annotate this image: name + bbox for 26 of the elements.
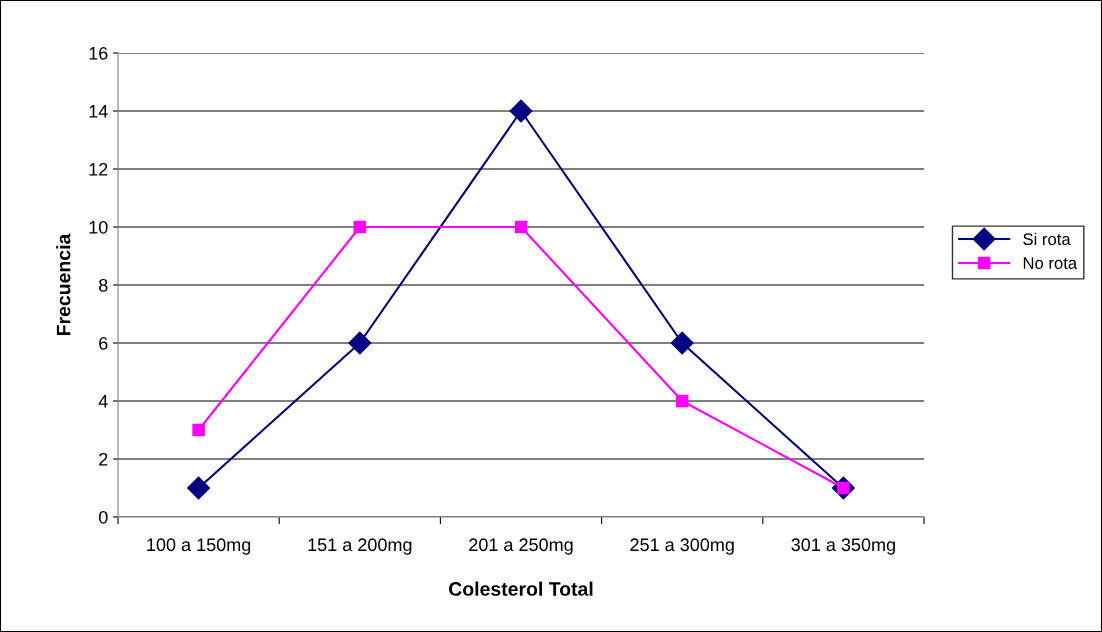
- x-tick-label: 251 a 300mg: [630, 538, 734, 555]
- y-tick-label: 8: [99, 278, 108, 292]
- x-tick-label: 301 a 350mg: [791, 538, 895, 555]
- y-tick-label: 2: [99, 452, 108, 466]
- x-tick-label: 151 a 200mg: [308, 538, 412, 555]
- x-tick-label: 201 a 250mg: [469, 538, 573, 555]
- point: [509, 99, 533, 123]
- point: [675, 394, 689, 408]
- point: [192, 423, 205, 437]
- y-tick-label: 12: [89, 162, 108, 176]
- legend-label: No rota: [1023, 257, 1078, 269]
- point: [348, 331, 372, 355]
- y-tick-label: 10: [89, 220, 108, 234]
- y-axis-title: Frecuencia: [56, 233, 71, 336]
- y-tick-label: 0: [98, 510, 108, 524]
- y-tick-label: 16: [89, 46, 108, 60]
- point: [514, 220, 528, 234]
- x-axis-title: Colesterol Total: [449, 581, 593, 596]
- point: [670, 331, 694, 355]
- point: [187, 476, 211, 500]
- y-tick-label: 6: [99, 336, 108, 350]
- y-tick-label: 14: [89, 105, 108, 118]
- x-tick-label: 100 a 150mg: [147, 538, 251, 555]
- point: [353, 220, 367, 234]
- y-tick-label: 4: [98, 395, 108, 408]
- legend-label: Si rota: [1023, 232, 1071, 246]
